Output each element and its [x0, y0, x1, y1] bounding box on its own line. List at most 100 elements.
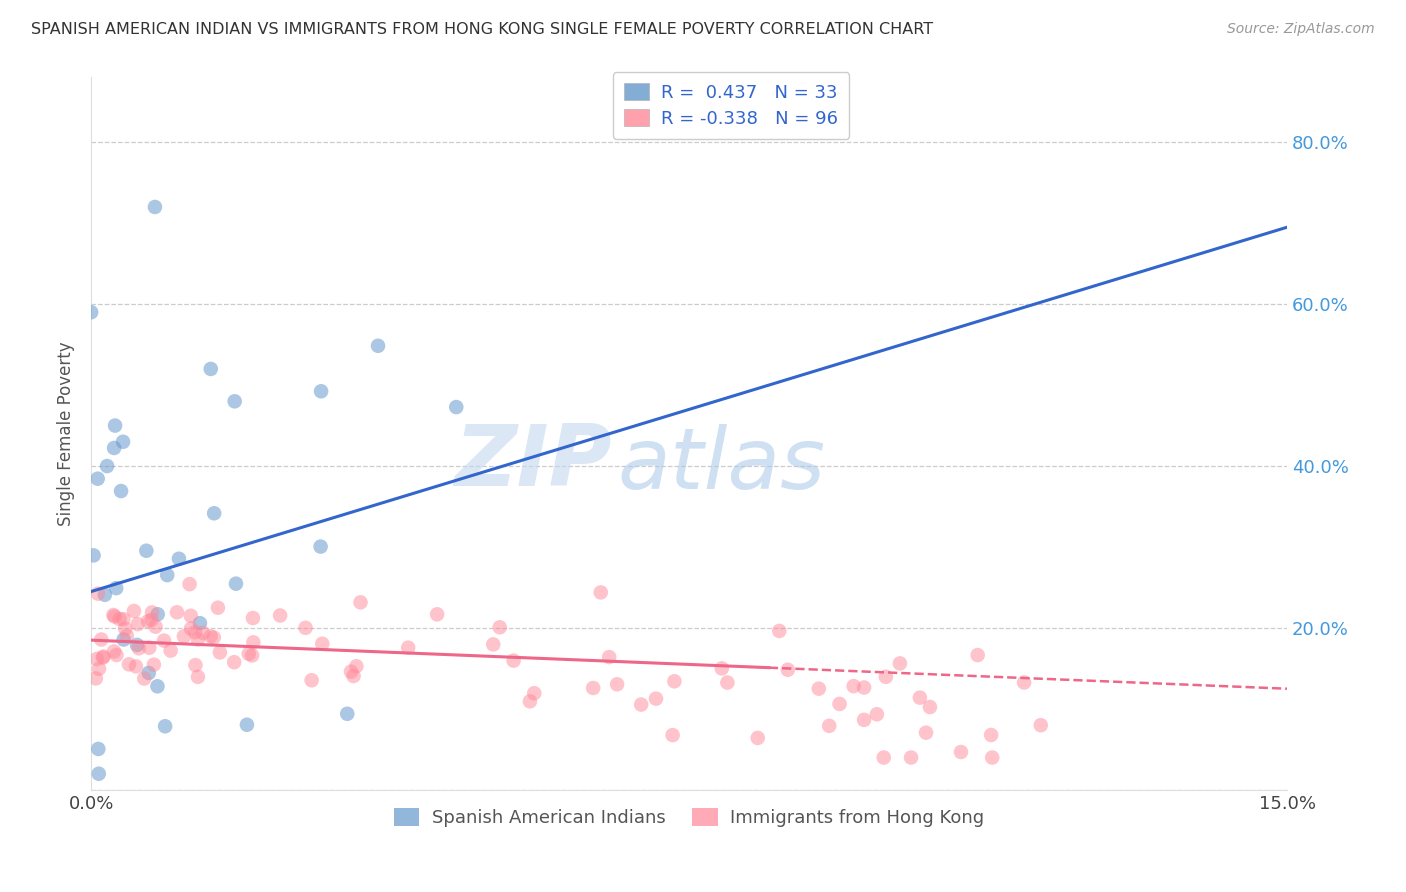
Point: [446, 400, 468, 414]
Point: [918, 700, 941, 714]
Point: [336, 706, 359, 721]
Point: [240, 648, 263, 663]
Point: [108, 612, 131, 626]
Point: [309, 384, 332, 399]
Point: [1012, 675, 1035, 690]
Point: [866, 707, 889, 722]
Point: [645, 691, 668, 706]
Text: Source: ZipAtlas.com: Source: ZipAtlas.com: [1227, 22, 1375, 37]
Point: [908, 690, 931, 705]
Point: [146, 607, 169, 622]
Point: [342, 669, 364, 683]
Point: [309, 540, 332, 554]
Point: [134, 672, 156, 686]
Point: [136, 614, 159, 628]
Point: [187, 670, 209, 684]
Point: [156, 568, 179, 582]
Point: [200, 362, 222, 376]
Point: [853, 681, 876, 695]
Point: [87, 766, 110, 780]
Point: [224, 655, 246, 669]
Point: [110, 484, 132, 499]
Point: [807, 681, 830, 696]
Point: [202, 631, 225, 645]
Point: [84, 672, 107, 686]
Point: [135, 543, 157, 558]
Point: [716, 675, 738, 690]
Point: [981, 750, 1004, 764]
Point: [104, 418, 127, 433]
Point: [488, 620, 510, 634]
Point: [776, 663, 799, 677]
Point: [103, 607, 125, 622]
Point: [818, 719, 841, 733]
Point: [87, 587, 110, 601]
Text: atlas: atlas: [617, 425, 825, 508]
Point: [180, 622, 202, 636]
Point: [125, 659, 148, 673]
Point: [828, 697, 851, 711]
Point: [208, 645, 231, 659]
Point: [747, 731, 769, 745]
Point: [661, 728, 683, 742]
Point: [582, 681, 605, 695]
Point: [768, 624, 790, 638]
Point: [125, 638, 148, 652]
Point: [103, 644, 125, 658]
Legend: Spanish American Indians, Immigrants from Hong Kong: Spanish American Indians, Immigrants fro…: [387, 801, 991, 834]
Point: [889, 657, 911, 671]
Point: [93, 649, 115, 664]
Point: [589, 585, 612, 599]
Point: [153, 719, 176, 733]
Point: [179, 577, 201, 591]
Point: [875, 670, 897, 684]
Point: [105, 648, 128, 662]
Point: [127, 617, 149, 632]
Point: [103, 441, 125, 455]
Point: [187, 632, 209, 647]
Point: [184, 658, 207, 673]
Point: [710, 661, 733, 675]
Point: [242, 635, 264, 649]
Point: [598, 650, 620, 665]
Point: [103, 609, 125, 624]
Point: [630, 698, 652, 712]
Point: [112, 434, 135, 449]
Point: [167, 551, 190, 566]
Point: [207, 600, 229, 615]
Point: [191, 626, 214, 640]
Point: [238, 647, 260, 661]
Point: [236, 717, 259, 731]
Point: [980, 728, 1002, 742]
Point: [112, 612, 135, 626]
Text: ZIP: ZIP: [454, 421, 612, 504]
Point: [159, 643, 181, 657]
Point: [184, 625, 207, 640]
Y-axis label: Single Female Poverty: Single Female Poverty: [58, 342, 75, 526]
Point: [200, 629, 222, 643]
Point: [83, 549, 105, 563]
Point: [115, 629, 138, 643]
Point: [900, 750, 922, 764]
Point: [145, 620, 167, 634]
Point: [180, 608, 202, 623]
Point: [1029, 718, 1052, 732]
Point: [86, 652, 108, 666]
Point: [344, 659, 367, 673]
Point: [519, 694, 541, 708]
Point: [225, 576, 247, 591]
Point: [915, 725, 938, 739]
Point: [606, 677, 628, 691]
Point: [294, 621, 316, 635]
Point: [873, 750, 896, 764]
Point: [426, 607, 449, 622]
Point: [242, 611, 264, 625]
Point: [114, 622, 136, 636]
Point: [153, 633, 176, 648]
Point: [142, 657, 165, 672]
Point: [966, 648, 988, 662]
Point: [853, 713, 876, 727]
Point: [842, 679, 865, 693]
Point: [122, 604, 145, 618]
Point: [86, 472, 108, 486]
